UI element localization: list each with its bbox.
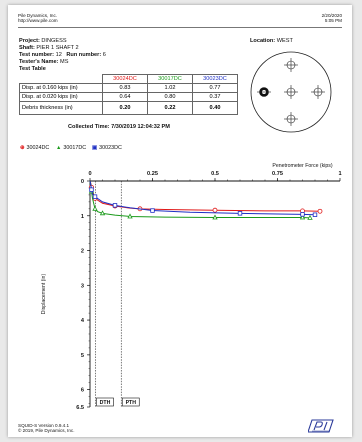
table-row: Disp. at 0.160 kips (in) 0.83 1.02 0.77 (19, 83, 238, 93)
x-tick-label: 0.5 (211, 171, 219, 177)
table-cell: 0.20 (102, 101, 148, 115)
legend-item-30017dc: ▲ 30017DC (56, 145, 87, 151)
table-cell: 1.02 (147, 83, 193, 93)
x-tick-label: 0.75 (272, 171, 283, 177)
series-point-30023dc (312, 212, 318, 217)
project-value: DINGESS (41, 38, 67, 44)
series-point-30023dc (92, 194, 98, 199)
y-tick-label: 5 (81, 353, 84, 359)
series-point-30017dc (99, 210, 106, 216)
y-axis-title: Displacement (in) (41, 274, 47, 315)
software-version: SQUID-S Version 0.9.4.1 (18, 423, 70, 428)
probe-position-top (284, 58, 298, 72)
series-point-30024dc (317, 208, 323, 214)
test-table-label: Test Table (19, 66, 46, 72)
table-header-row: 30024DC 30017DC 30023DC (19, 74, 238, 84)
series-point-30023dc (300, 212, 305, 217)
report-page: Pile Dynamics, Inc. http://www.pile.com … (8, 5, 352, 437)
probe-position-center (284, 85, 298, 99)
collected-time: Collected Time: 7/30/2019 12:04:32 PM (68, 124, 170, 130)
series-point-30017dc (127, 213, 133, 219)
x-tick-label: 1 (338, 171, 341, 177)
table-row-label: Disp. at 0.160 kips (in) (19, 83, 103, 93)
reference-box-dth (96, 397, 114, 407)
y-tick-label: 6 (81, 388, 84, 394)
test-number: 12 (55, 52, 62, 58)
y-tick-label: 4 (81, 318, 85, 324)
reference-label-pth: PTH (126, 400, 137, 406)
test-table: 30024DC 30017DC 30023DC Disp. at 0.160 k… (19, 74, 238, 115)
company-name: Pile Dynamics, Inc. (18, 13, 58, 18)
shaft-location-diagram (250, 51, 332, 133)
table-row-label: Disp. at 0.020 kips (in) (19, 92, 103, 102)
table-header-cell: 30017DC (147, 74, 193, 84)
table-cell: 0.22 (147, 101, 193, 115)
y-tick-label: 1 (81, 214, 84, 220)
square-marker-icon: ▣ (92, 145, 98, 151)
series-point-30017dc (299, 214, 306, 220)
series-point-30023dc (237, 211, 243, 216)
table-header-cell: 30023DC (192, 74, 238, 84)
report-date: 2/20/2020 (321, 13, 342, 18)
series-point-30017dc (212, 214, 218, 220)
table-row-label: Debris thickness (in) (19, 101, 103, 115)
y-tick-label: 3 (81, 283, 84, 289)
circle-marker-icon: ⊕ (20, 145, 25, 151)
table-cell: 0.40 (192, 101, 238, 115)
y-tick-label: 2 (81, 249, 84, 255)
series-point-30023dc (150, 208, 155, 213)
test-run-line: Test number: 12 Run number: 6 (19, 52, 106, 58)
x-tick-label: 0 (88, 171, 91, 177)
project-line: Project: DINGESS (19, 38, 67, 44)
table-header-cell: 30024DC (102, 74, 148, 84)
table-row: Debris thickness (in) 0.20 0.22 0.40 (19, 101, 238, 115)
report-time: 5:05 PM (324, 18, 342, 23)
run-number: 6 (102, 52, 106, 58)
probe-position-bottom (284, 112, 298, 126)
triangle-marker-icon: ▲ (56, 145, 62, 151)
table-row: Disp. at 0.020 kips (in) 0.64 0.80 0.37 (19, 92, 238, 102)
x-tick-label: 0.25 (147, 171, 158, 177)
x-axis-title: Penetrometer Force (kips) (272, 163, 333, 169)
shaft-value: PIER 1 SHAFT 2 (36, 45, 79, 51)
probe-position-left-active (257, 87, 271, 97)
header-divider (18, 27, 342, 28)
table-cell: 0.80 (147, 92, 193, 102)
company-website[interactable]: http://www.pile.com (18, 18, 58, 23)
table-cell: 0.64 (102, 92, 148, 102)
table-cell: 0.77 (192, 83, 238, 93)
series-point-30023dc (112, 203, 118, 208)
copyright: © 2019, Pile Dynamics, Inc. (18, 428, 75, 433)
legend-item-30024dc: ⊕ 30024DC (20, 145, 50, 151)
location-value: WEST (276, 38, 293, 44)
series-point-30017dc (307, 214, 313, 220)
y-tick-label: 6.5 (76, 405, 84, 411)
shaft-outline (250, 51, 332, 133)
y-tick-label: 0 (81, 179, 84, 185)
tester-line: Tester's Name: MS (19, 59, 69, 65)
series-point-30017dc (92, 205, 98, 211)
series-point-30024dc (212, 207, 218, 213)
probe-position-right (311, 85, 325, 99)
shaft-line: Shaft: PIER 1 SHAFT 2 (19, 45, 79, 51)
location-line: Location: WEST (250, 38, 293, 44)
table-cell: 0.37 (192, 92, 238, 102)
tester-name: MS (60, 59, 69, 65)
displacement-chart: 0 0.25 0.5 0.75 1 0 1 2 3 4 5 6 6.5 Penetrometer Forc… (41, 163, 342, 411)
series-point-30023dc (89, 187, 94, 192)
reference-box-pth (121, 397, 140, 407)
legend-item-30023dc: ▣ 30023DC (92, 145, 122, 151)
table-cell: 0.83 (102, 83, 148, 93)
pdi-logo (308, 419, 334, 433)
reference-label-dth: DTH (100, 400, 111, 406)
